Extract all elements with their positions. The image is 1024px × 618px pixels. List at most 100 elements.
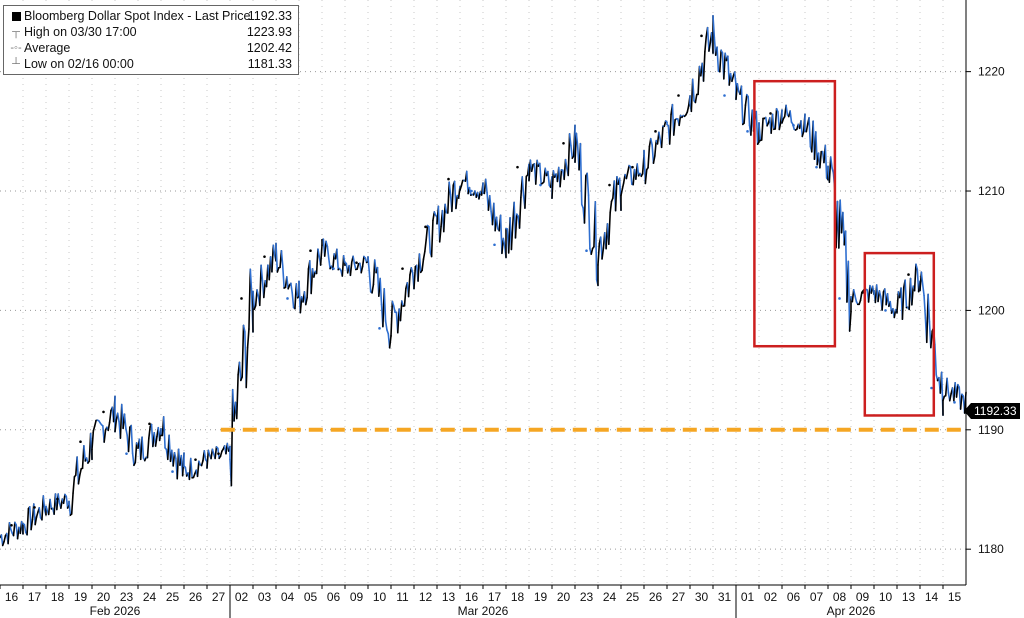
price-segment-down (740, 85, 744, 126)
price-segment-up (620, 188, 624, 197)
price-segment-down (847, 260, 851, 332)
price-segment-down (785, 104, 789, 116)
price-segment-up (356, 263, 360, 270)
price-segment-up (442, 203, 446, 233)
price-segment-down (327, 257, 331, 270)
x-tick-label: 19 (74, 590, 88, 604)
x-tick-label: 06 (787, 590, 801, 604)
price-segment-up (332, 253, 335, 271)
legend-last-value: 1192.33 (247, 9, 292, 23)
x-tick-label: 23 (580, 590, 594, 604)
x-tick-label: 11 (396, 590, 409, 604)
price-segment-down (428, 225, 432, 254)
daily-price-point (470, 189, 473, 193)
price-segment-up (590, 247, 594, 256)
price-segment-down (758, 122, 762, 142)
price-segment-down (49, 498, 53, 510)
price-segment-down (495, 216, 499, 230)
price-segment-up (621, 182, 625, 190)
daily-price-point (194, 458, 197, 461)
price-segment-up (30, 518, 34, 531)
price-segment-up (930, 330, 933, 349)
price-segment-down (502, 237, 506, 247)
price-segment-down (286, 276, 289, 290)
daily-price-point (79, 440, 82, 444)
price-segment-down (336, 248, 340, 271)
price-segment-up (625, 171, 629, 180)
highlight-box (863, 251, 936, 417)
x-tick-label: 10 (373, 590, 387, 604)
daily-price-point (10, 524, 13, 527)
price-segment-up (70, 492, 74, 515)
daily-price-point (769, 112, 772, 115)
price-segment-down (123, 413, 127, 429)
price-segment-up (430, 219, 434, 258)
price-segment-down (547, 170, 551, 187)
price-segment-down (658, 131, 662, 141)
legend-collapse-icon[interactable] (8, 11, 24, 21)
price-segment-up (743, 104, 747, 124)
price-segment-down (42, 495, 46, 511)
gridlines (0, 0, 966, 585)
price-segment-down (76, 456, 80, 485)
daily-price-point (608, 183, 611, 187)
x-tick-label: 09 (350, 590, 364, 604)
price-segment-up (407, 274, 411, 298)
price-segment-down (499, 214, 503, 255)
daily-price-point (447, 177, 450, 181)
price-segment-up (306, 268, 310, 299)
price-segment-down (383, 288, 387, 322)
price-segment-up (107, 421, 111, 432)
price-segment-up (760, 117, 764, 141)
daily-price-point (815, 165, 818, 169)
price-segment-down (189, 457, 193, 479)
price-segment-up (451, 184, 455, 213)
price-segment-down (242, 324, 246, 333)
price-segment-up (77, 474, 81, 485)
price-segment-down (275, 242, 279, 273)
daily-price-point (953, 401, 956, 404)
price-segment-up (597, 242, 601, 266)
price-segment-up (647, 145, 651, 169)
price-segment-up (403, 287, 407, 307)
price-segment-up (718, 49, 722, 73)
price-segment-down (125, 427, 128, 437)
price-segment-up (421, 258, 425, 272)
price-segment-up (601, 247, 605, 260)
price-segment-down (392, 305, 396, 313)
price-segment-down (418, 253, 422, 274)
price-segment-up (371, 283, 375, 294)
daily-price-point (539, 183, 542, 187)
daily-price-point (677, 94, 680, 97)
x-tick-label: 20 (97, 590, 111, 604)
legend-average-label: Average (24, 41, 71, 55)
x-tick-label: 09 (856, 590, 870, 604)
month-label: Mar 2026 (458, 604, 509, 618)
price-segment-down (771, 113, 775, 131)
y-tick-label: 1180 (978, 542, 1004, 556)
daily-price-point (355, 261, 358, 264)
price-segment-up (896, 291, 900, 313)
price-segment-down (568, 133, 572, 147)
x-tick-label: 04 (281, 590, 295, 604)
price-segment-down (290, 282, 294, 294)
daily-price-point (884, 309, 887, 312)
price-segment-down (852, 288, 856, 297)
price-segment-down (712, 14, 716, 39)
x-tick-label: 25 (166, 590, 180, 604)
x-tick-label: 31 (718, 590, 732, 604)
price-segment-up (425, 224, 429, 241)
price-segment-up (424, 238, 427, 253)
x-tick-label: 05 (304, 590, 318, 604)
price-segment-down (38, 507, 42, 519)
price-segment-up (388, 335, 392, 349)
price-segment-up (524, 175, 528, 209)
price-segment-down (410, 266, 414, 274)
daily-price-point (263, 255, 266, 258)
price-segment-down (281, 265, 285, 289)
x-tick-label: 06 (327, 590, 341, 604)
price-segment-up (731, 75, 735, 83)
price-segment-down (904, 279, 908, 309)
price-segment-down (927, 293, 931, 323)
price-segment-down (755, 110, 759, 145)
